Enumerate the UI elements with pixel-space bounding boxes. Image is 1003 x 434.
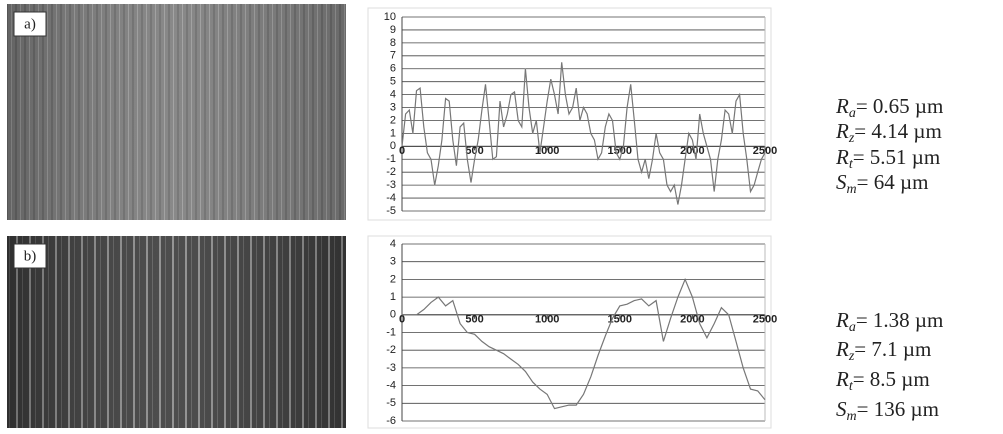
parameter-symbol: R — [835, 367, 849, 391]
y-tick-label: 7 — [390, 50, 396, 62]
y-tick-label: 4 — [390, 238, 396, 250]
parameter-symbol: R — [835, 94, 849, 118]
x-tick-label: 1500 — [608, 145, 632, 157]
x-tick-label: 2000 — [680, 314, 704, 326]
y-tick-label: 1 — [390, 291, 396, 303]
y-tick-label: -4 — [386, 380, 396, 392]
x-tick-label: 500 — [465, 145, 483, 157]
y-tick-label: -1 — [386, 153, 396, 165]
y-tick-label: -1 — [386, 326, 396, 338]
y-tick-label: -5 — [386, 397, 396, 409]
parameter-symbol: R — [835, 308, 849, 332]
y-tick-label: 8 — [390, 37, 396, 49]
parameter-subscript: a — [849, 320, 856, 335]
x-tick-label: 2500 — [753, 314, 777, 326]
y-tick-label: 2 — [390, 114, 396, 126]
x-tick-label: 0 — [399, 145, 405, 157]
roughness-parameter: Sm= 136 µm — [836, 397, 939, 424]
roughness-parameter: Rt= 5.51 µm — [835, 145, 940, 172]
x-tick-label: 500 — [465, 314, 483, 326]
y-tick-label: 9 — [390, 24, 396, 36]
parameter-value: = 0.65 µm — [856, 94, 944, 118]
parameter-symbol: S — [836, 170, 847, 194]
parameter-value: = 5.51 µm — [853, 145, 941, 169]
parameter-subscript: m — [847, 409, 857, 424]
y-tick-label: 2 — [390, 273, 396, 285]
panel-label: b) — [24, 248, 37, 264]
roughness-parameter: Rz= 7.1 µm — [835, 337, 931, 364]
y-tick-label: 0 — [390, 309, 396, 321]
x-tick-label: 2500 — [753, 145, 777, 157]
parameter-subscript: t — [849, 379, 854, 394]
micrograph-a: a) — [7, 4, 346, 220]
parameter-value: = 8.5 µm — [853, 367, 930, 391]
y-tick-label: -4 — [386, 192, 396, 204]
micrograph-b: b) — [7, 236, 346, 428]
y-tick-label: 3 — [390, 101, 396, 113]
roughness-parameter: Sm= 64 µm — [836, 170, 928, 197]
x-tick-label: 1000 — [535, 314, 559, 326]
panel-label: a) — [24, 16, 36, 32]
profile-line — [402, 277, 766, 410]
parameter-value: = 64 µm — [857, 170, 929, 194]
y-tick-label: -2 — [386, 166, 396, 178]
y-tick-label: 6 — [390, 63, 396, 75]
parameter-subscript: z — [848, 131, 855, 146]
y-tick-label: -3 — [386, 362, 396, 374]
parameter-value: = 7.1 µm — [854, 337, 931, 361]
parameter-value: = 136 µm — [857, 397, 939, 421]
parameter-subscript: z — [848, 349, 855, 364]
y-tick-label: 4 — [390, 89, 396, 101]
y-tick-label: -2 — [386, 344, 396, 356]
profile-line — [401, 62, 766, 205]
parameter-symbol: S — [836, 397, 847, 421]
roughness-parameter: Rt= 8.5 µm — [835, 367, 930, 394]
parameter-subscript: t — [849, 157, 854, 172]
y-tick-label: 0 — [390, 140, 396, 152]
parameter-symbol: R — [835, 337, 849, 361]
y-tick-label: -5 — [386, 205, 396, 217]
roughness-parameter: Ra= 1.38 µm — [835, 308, 943, 335]
parameter-symbol: R — [835, 119, 849, 143]
x-tick-label: 1000 — [535, 145, 559, 157]
parameter-subscript: m — [847, 182, 857, 197]
y-tick-label: 3 — [390, 256, 396, 268]
y-tick-label: -3 — [386, 179, 396, 191]
parameter-value: = 4.14 µm — [854, 119, 942, 143]
parameter-value: = 1.38 µm — [856, 308, 944, 332]
x-tick-label: 1500 — [608, 314, 632, 326]
parameter-subscript: a — [849, 106, 856, 121]
y-tick-label: 1 — [390, 127, 396, 139]
y-tick-label: 10 — [384, 11, 396, 23]
y-tick-label: -6 — [386, 415, 396, 427]
y-tick-label: 5 — [390, 76, 396, 88]
x-tick-label: 2000 — [680, 145, 704, 157]
x-tick-label: 0 — [399, 314, 405, 326]
roughness-parameter: Ra= 0.65 µm — [835, 94, 943, 121]
roughness-parameter: Rz= 4.14 µm — [835, 119, 942, 146]
parameter-symbol: R — [835, 145, 849, 169]
